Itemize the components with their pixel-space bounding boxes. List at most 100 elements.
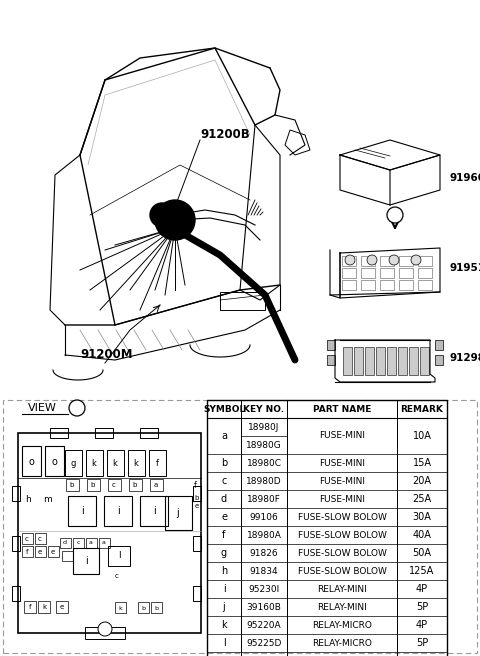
Text: SYMBOL: SYMBOL xyxy=(203,405,245,413)
Text: 95220A: 95220A xyxy=(247,621,281,630)
Bar xyxy=(343,347,352,375)
Text: FUSE-SLOW BOLOW: FUSE-SLOW BOLOW xyxy=(298,531,386,539)
Text: h: h xyxy=(221,566,227,576)
Bar xyxy=(56,601,68,613)
Text: FUSE-MINI: FUSE-MINI xyxy=(319,432,365,440)
Text: 39160B: 39160B xyxy=(247,602,281,611)
Bar xyxy=(151,602,162,613)
Bar xyxy=(22,546,33,557)
Text: f: f xyxy=(26,549,28,555)
Bar xyxy=(354,347,363,375)
Text: e: e xyxy=(221,512,227,522)
Text: A: A xyxy=(73,403,81,413)
Text: 40A: 40A xyxy=(413,530,432,540)
Bar xyxy=(418,256,432,266)
Text: RELAY-MICRO: RELAY-MICRO xyxy=(312,638,372,647)
Bar xyxy=(193,586,201,601)
Bar xyxy=(399,268,413,278)
Bar xyxy=(22,533,33,544)
Text: 4P: 4P xyxy=(416,620,428,630)
Text: g: g xyxy=(221,548,227,558)
Bar xyxy=(380,256,394,266)
Text: k: k xyxy=(221,620,227,630)
Bar xyxy=(380,280,394,290)
Circle shape xyxy=(367,255,377,265)
Bar xyxy=(73,538,84,548)
Bar xyxy=(108,479,121,491)
Bar xyxy=(140,496,168,526)
Bar xyxy=(12,536,20,551)
Text: 5P: 5P xyxy=(416,638,428,648)
Bar xyxy=(365,347,374,375)
Text: 95225D: 95225D xyxy=(246,638,282,647)
Bar xyxy=(342,268,356,278)
Text: b: b xyxy=(133,482,137,488)
Text: e: e xyxy=(195,503,199,509)
Bar xyxy=(108,546,130,566)
Text: REMARK: REMARK xyxy=(401,405,444,413)
Text: 91298C: 91298C xyxy=(450,353,480,363)
Text: l: l xyxy=(223,638,226,648)
Bar xyxy=(66,479,79,491)
Circle shape xyxy=(155,200,195,240)
Bar xyxy=(193,536,201,551)
Text: a: a xyxy=(154,482,158,488)
Text: i: i xyxy=(84,556,87,566)
Bar xyxy=(342,256,356,266)
Text: k: k xyxy=(133,459,138,468)
Text: RELAY-MINI: RELAY-MINI xyxy=(317,584,367,594)
Circle shape xyxy=(69,400,85,416)
Text: FUSE-SLOW BOLOW: FUSE-SLOW BOLOW xyxy=(298,567,386,575)
Bar xyxy=(207,400,447,656)
Text: l: l xyxy=(118,552,120,560)
Text: 25A: 25A xyxy=(412,494,432,504)
Bar xyxy=(327,355,335,365)
Bar xyxy=(150,479,163,491)
Text: m: m xyxy=(44,495,52,504)
Text: i: i xyxy=(223,584,226,594)
Text: c: c xyxy=(112,482,116,488)
Bar xyxy=(12,586,20,601)
Text: 15A: 15A xyxy=(412,458,432,468)
Text: FUSE-SLOW BOLOW: FUSE-SLOW BOLOW xyxy=(298,512,386,522)
Text: 18980C: 18980C xyxy=(247,459,281,468)
Bar xyxy=(87,479,100,491)
Text: a: a xyxy=(102,541,106,546)
Text: j: j xyxy=(223,602,226,612)
Bar xyxy=(65,450,82,476)
Text: c: c xyxy=(38,536,42,542)
Text: k: k xyxy=(42,604,46,610)
Text: f: f xyxy=(193,482,196,491)
Text: RELAY-MINI: RELAY-MINI xyxy=(317,602,367,611)
Text: i: i xyxy=(153,506,156,516)
Text: KEY NO.: KEY NO. xyxy=(243,405,285,413)
Text: RELAY-MICRO: RELAY-MICRO xyxy=(312,621,372,630)
Bar xyxy=(3,400,477,653)
Bar xyxy=(435,355,443,365)
Text: d: d xyxy=(63,541,67,546)
Text: 125A: 125A xyxy=(409,566,434,576)
Text: j: j xyxy=(177,508,180,518)
Text: 50A: 50A xyxy=(412,548,432,558)
Text: 18980D: 18980D xyxy=(246,476,282,485)
Bar xyxy=(376,347,385,375)
Bar xyxy=(220,292,265,310)
Bar xyxy=(149,450,166,476)
Text: FUSE-MINI: FUSE-MINI xyxy=(319,476,365,485)
Text: 91200B: 91200B xyxy=(200,129,250,142)
Bar xyxy=(35,533,46,544)
Text: FUSE-MINI: FUSE-MINI xyxy=(319,495,365,504)
Text: e: e xyxy=(38,549,42,555)
Bar xyxy=(380,268,394,278)
Bar xyxy=(115,602,126,613)
Text: c: c xyxy=(25,536,29,542)
Circle shape xyxy=(389,255,399,265)
Text: a: a xyxy=(89,541,93,546)
Bar xyxy=(398,347,407,375)
Bar xyxy=(327,340,335,350)
Bar xyxy=(18,433,201,633)
Text: k: k xyxy=(118,605,122,611)
Text: g: g xyxy=(70,459,76,468)
Text: 18980A: 18980A xyxy=(247,531,281,539)
Bar xyxy=(85,627,125,639)
